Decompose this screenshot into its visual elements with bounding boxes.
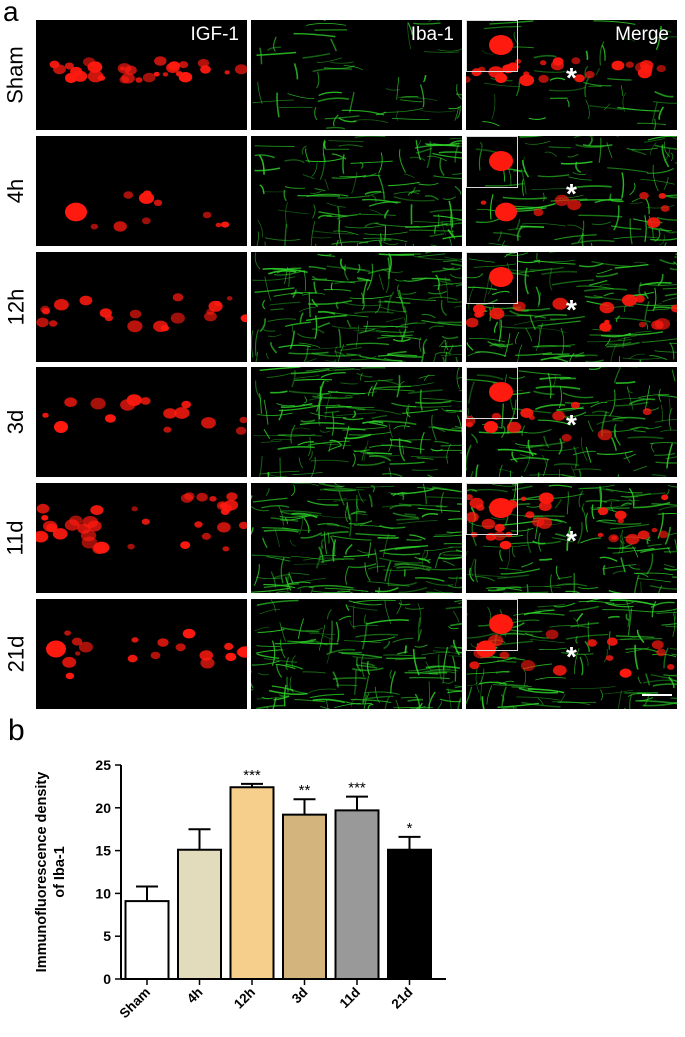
bar-11d xyxy=(334,809,380,980)
channel-label-igf1: IGF-1 xyxy=(190,24,239,45)
significance-marker-11d: *** xyxy=(348,780,366,797)
row-label-sham: Sham xyxy=(0,20,32,130)
row-label-3d: 3d xyxy=(0,367,32,477)
row-label-21d: 21d xyxy=(0,599,32,709)
micrograph-igf1-4h xyxy=(36,136,247,246)
row-label-12h: 12h xyxy=(0,252,32,362)
micrograph-image xyxy=(251,483,462,593)
micrograph-image xyxy=(466,20,677,130)
x-tick-label-4h: 4h xyxy=(184,985,206,1007)
micrograph-image xyxy=(466,136,677,246)
x-tick-label-21d: 21d xyxy=(389,985,416,1012)
micrograph-image xyxy=(251,20,462,130)
micrograph-iba1-3d xyxy=(251,367,462,477)
y-tick-label: 15 xyxy=(95,843,111,859)
micrograph-image xyxy=(466,599,677,709)
x-tick-label-sham: Sham xyxy=(117,985,154,1022)
row-label-text: 12h xyxy=(3,288,28,326)
micrograph-iba1-11d xyxy=(251,483,462,593)
micrograph-image xyxy=(36,483,247,593)
scale-bar xyxy=(642,694,672,696)
micrograph-merge-4h: * xyxy=(466,136,677,246)
significance-marker-21d: * xyxy=(407,820,413,837)
micrograph-merge-12h: * xyxy=(466,252,677,362)
zoom-inset-frame xyxy=(466,136,518,188)
significance-marker-3d: ** xyxy=(299,782,311,799)
zoom-inset-frame xyxy=(466,252,518,304)
x-tick-label-12h: 12h xyxy=(231,985,258,1012)
zoom-inset-frame xyxy=(466,367,518,419)
micrograph-iba1-21d xyxy=(251,599,462,709)
micrograph-image xyxy=(36,20,247,130)
channel-label-merge: Merge xyxy=(615,24,669,45)
micrograph-image xyxy=(466,252,677,362)
y-axis-title-line-2: of Iba-1 xyxy=(52,846,68,898)
micrograph-merge-21d: * xyxy=(466,599,677,709)
y-tick-label: 10 xyxy=(95,885,111,901)
micrograph-igf1-3d xyxy=(36,367,247,477)
row-label-text: 21d xyxy=(3,635,28,673)
row-label-text: 11d xyxy=(3,520,29,556)
y-tick-label: 5 xyxy=(103,928,111,944)
panel-letter-b: b xyxy=(8,714,25,747)
y-axis-title-line-1: Immunofluorescence density xyxy=(34,772,50,973)
x-tick-label-11d: 11d xyxy=(337,985,364,1012)
micrograph-image xyxy=(36,136,247,246)
micrograph-igf1-21d xyxy=(36,599,247,709)
y-tick-label: 0 xyxy=(103,971,111,987)
asterisk-marker: * xyxy=(566,62,577,93)
micrograph-image xyxy=(251,252,462,362)
asterisk-marker: * xyxy=(566,294,577,325)
micrograph-iba1-sham: Iba-1 xyxy=(251,20,462,130)
row-label-11d: 11d xyxy=(0,483,32,593)
micrograph-image xyxy=(36,252,247,362)
bar-sham xyxy=(124,900,170,981)
micrograph-image xyxy=(251,367,462,477)
asterisk-marker: * xyxy=(566,641,577,672)
micrograph-merge-3d: * xyxy=(466,367,677,477)
micrograph-iba1-4h xyxy=(251,136,462,246)
micrograph-image xyxy=(251,599,462,709)
micrograph-merge-11d: * xyxy=(466,483,677,593)
micrograph-image xyxy=(36,599,247,709)
micrograph-merge-sham: Merge * xyxy=(466,20,677,130)
zoom-inset-frame xyxy=(466,483,518,535)
micrograph-image xyxy=(466,483,677,593)
asterisk-marker: * xyxy=(566,525,577,556)
micrograph-image xyxy=(466,367,677,477)
micrograph-image xyxy=(251,136,462,246)
asterisk-marker: * xyxy=(566,409,577,440)
y-tick-label: 25 xyxy=(95,757,111,773)
bar-chart: 0 5 10 15 20 25 Immunofluorescence density of I… xyxy=(0,740,685,1032)
bar-3d xyxy=(282,813,327,981)
zoom-inset-frame xyxy=(466,20,518,72)
bar-4h xyxy=(177,848,222,980)
y-tick-label: 20 xyxy=(95,800,111,816)
significance-marker-12h: *** xyxy=(243,767,261,784)
row-label-4h: 4h xyxy=(0,136,32,246)
asterisk-marker: * xyxy=(566,178,577,209)
micrograph-igf1-11d xyxy=(36,483,247,593)
zoom-inset-frame xyxy=(466,599,518,651)
row-label-text: Sham xyxy=(3,46,29,104)
panel-letter-a: a xyxy=(3,0,19,27)
micrograph-iba1-12h xyxy=(251,252,462,362)
bar-12h xyxy=(229,786,275,981)
x-tick-label-3d: 3d xyxy=(289,985,311,1007)
channel-label-iba1: Iba-1 xyxy=(410,24,454,45)
micrograph-image xyxy=(36,367,247,477)
micrograph-igf1-sham: IGF-1 xyxy=(36,20,247,130)
bar-21d xyxy=(387,848,432,980)
row-label-text: 3d xyxy=(2,409,28,435)
row-label-text: 4h xyxy=(2,178,28,204)
micrograph-igf1-12h xyxy=(36,252,247,362)
